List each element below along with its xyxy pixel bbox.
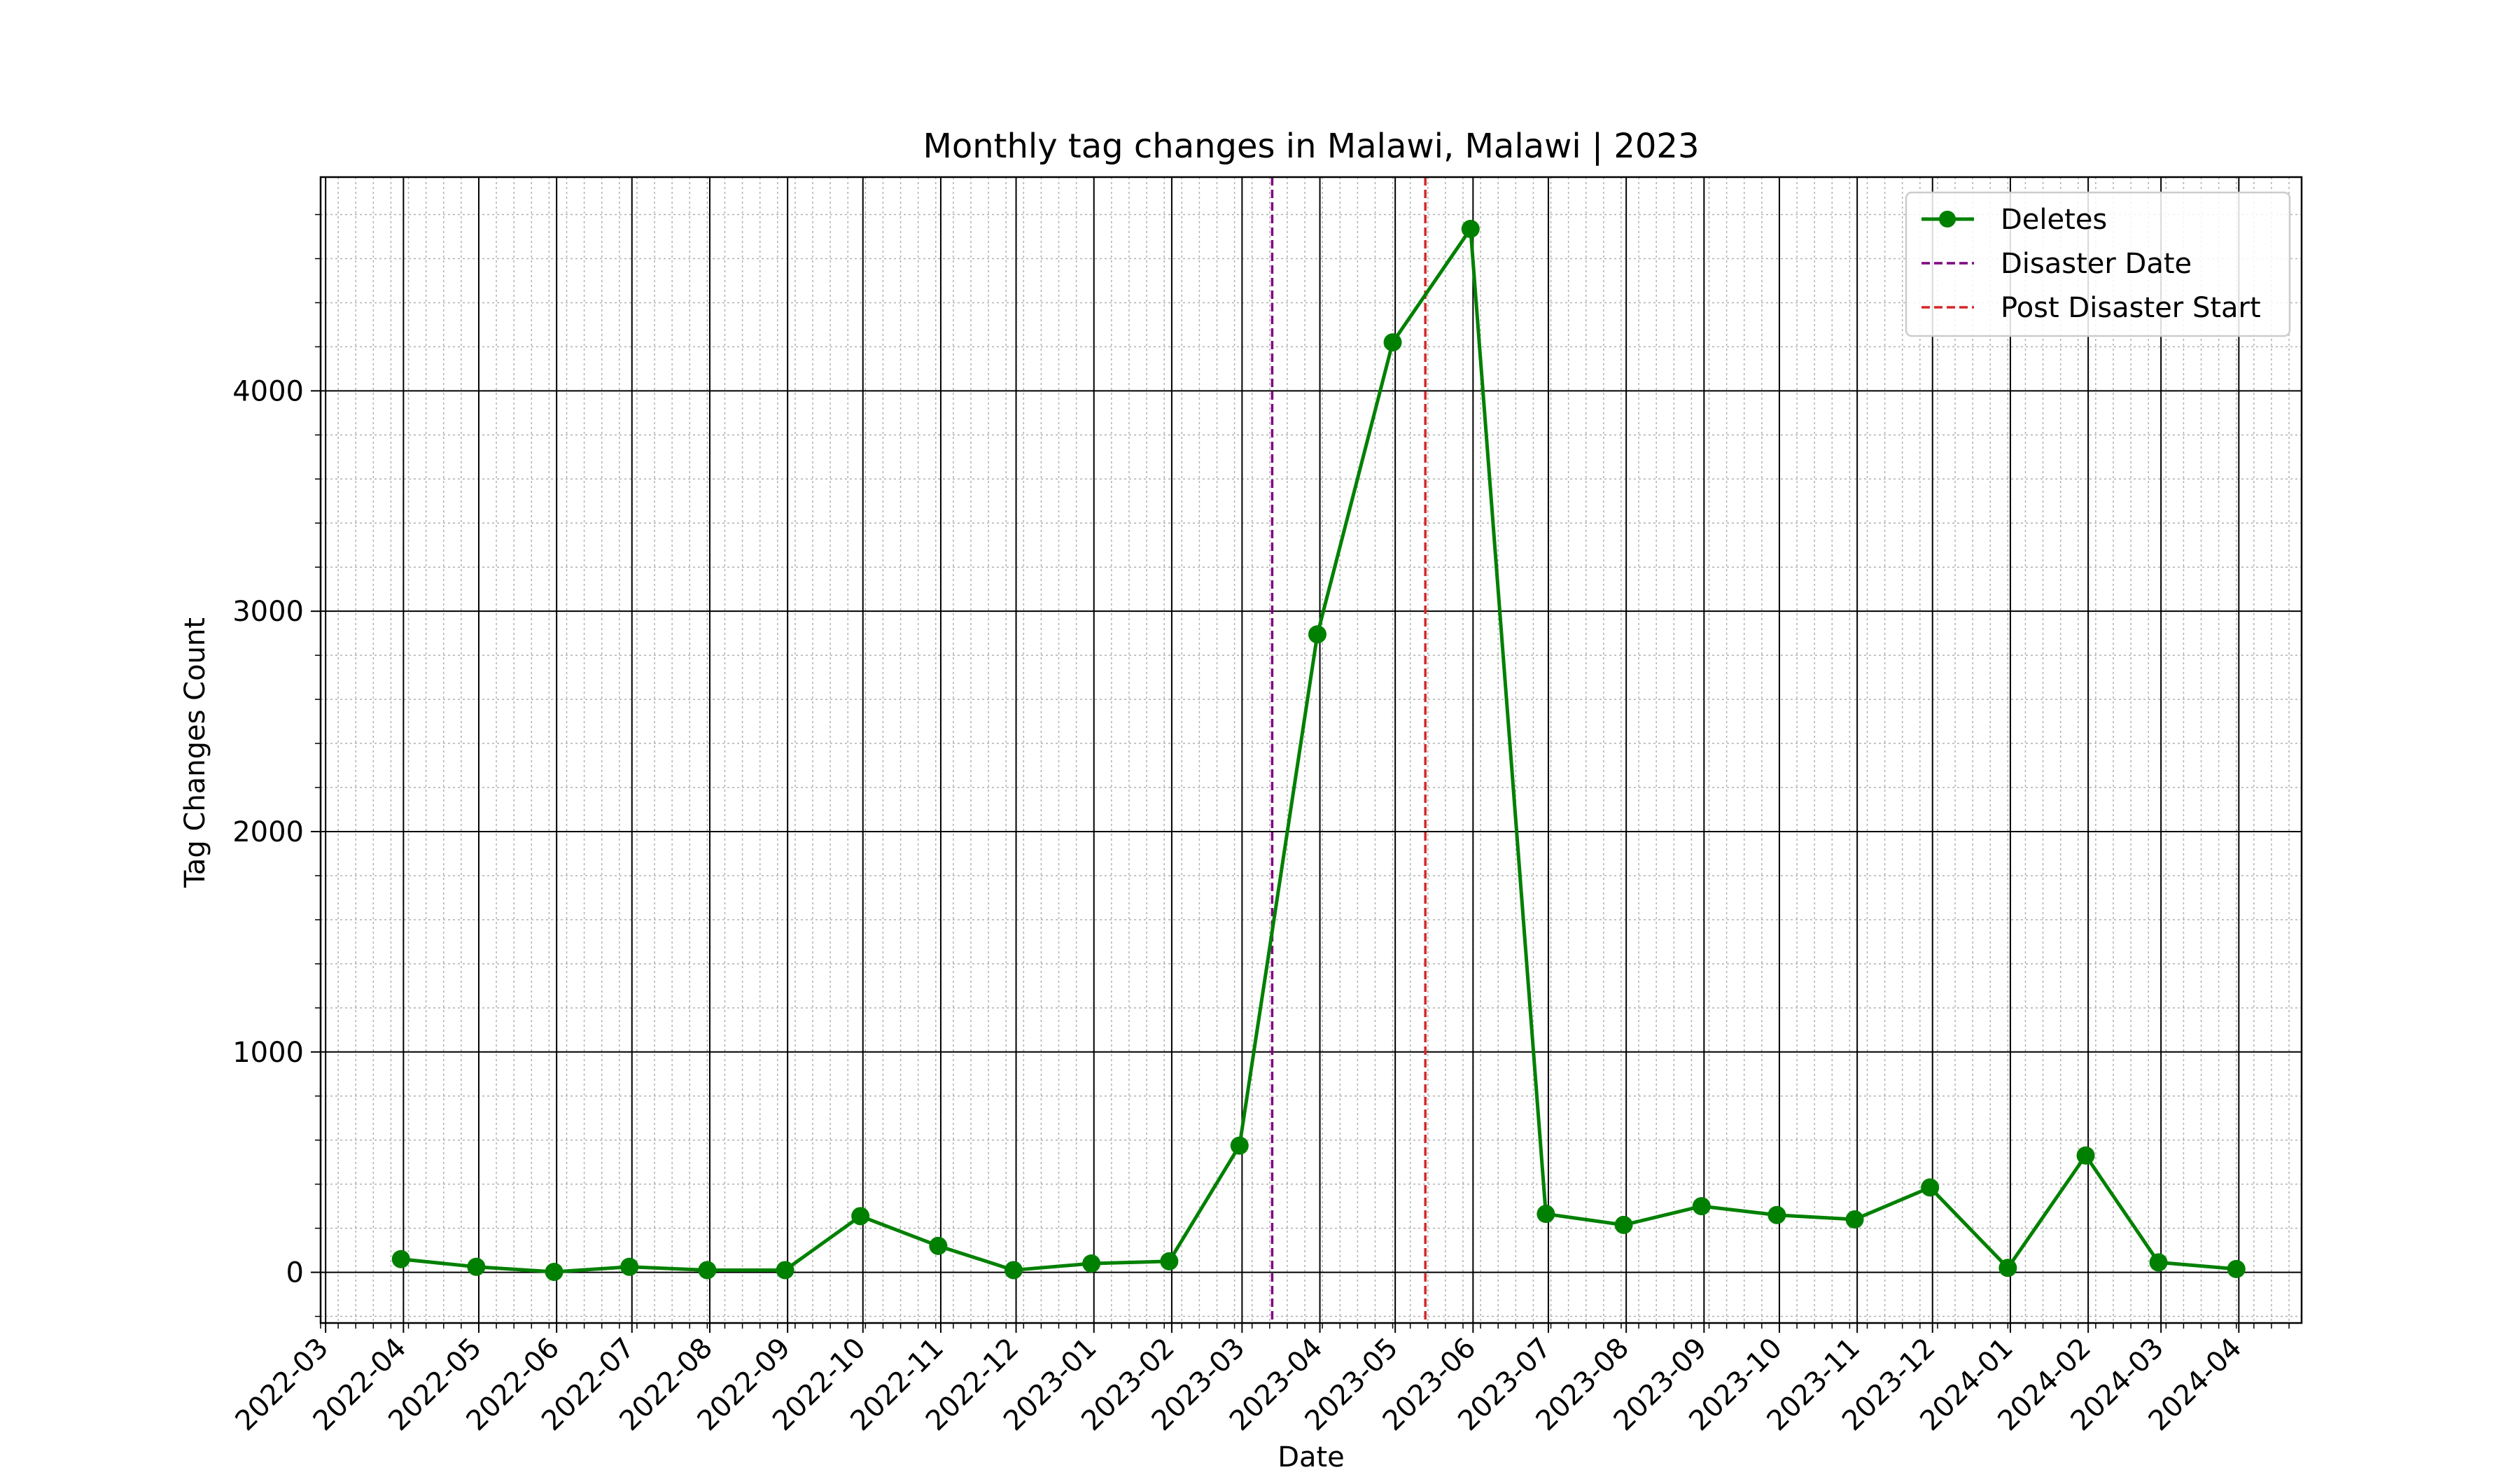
data-point [2149,1253,2168,1272]
axes-frame [319,176,2303,1324]
data-point [1845,1210,1864,1229]
plot-area [311,176,2303,1333]
data-point [1004,1261,1023,1280]
data-point [1998,1259,2017,1278]
data-point [1461,219,1480,238]
legend-label-series: Deletes [2001,204,2107,236]
legend-label-post-disaster: Post Disaster Start [2001,292,2261,324]
y-tick-label: 0 [286,1257,304,1289]
data-point [929,1236,948,1255]
data-point [620,1257,639,1276]
legend-box [1905,191,2291,337]
data-point [391,1250,410,1268]
data-point [1692,1197,1711,1216]
chart-title: Monthly tag changes in Malawi, Malawi | … [923,127,1699,166]
data-point [851,1207,870,1226]
data-point [698,1261,717,1280]
y-tick-label: 1000 [232,1037,304,1069]
data-point [1768,1205,1786,1224]
legend-label-disaster-date: Disaster Date [2001,248,2192,280]
legend: Deletes Disaster Date Post Disaster Star… [1905,191,2291,337]
data-point [1160,1252,1179,1270]
data-point [1921,1178,1940,1197]
data-point [1614,1215,1633,1234]
data-point [1082,1254,1101,1273]
x-axis-label: Date [1278,1441,1345,1470]
data-point [2227,1259,2246,1278]
data-point [1536,1205,1555,1224]
y-axis-label: Tag Changes Count [179,617,211,888]
data-point [1230,1136,1249,1155]
y-tick-label: 3000 [232,596,304,628]
legend-swatch-marker [1939,211,1956,227]
data-point [1308,625,1326,644]
data-point [2076,1146,2095,1165]
data-point [776,1261,794,1280]
data-point [1383,333,1402,352]
data-point [467,1257,486,1276]
y-tick-label: 4000 [232,375,304,407]
data-point [545,1262,564,1281]
y-tick-label: 2000 [232,816,304,848]
